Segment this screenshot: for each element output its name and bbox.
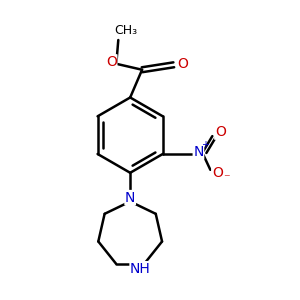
Text: O: O (212, 166, 223, 180)
Text: NH: NH (130, 262, 151, 276)
Text: O: O (177, 57, 188, 71)
Text: O: O (215, 125, 226, 139)
Text: O: O (106, 55, 117, 69)
Text: N: N (193, 145, 204, 159)
Text: +: + (201, 140, 209, 150)
Text: N: N (125, 190, 135, 205)
Text: ⁻: ⁻ (223, 172, 230, 185)
Text: CH₃: CH₃ (115, 24, 138, 37)
